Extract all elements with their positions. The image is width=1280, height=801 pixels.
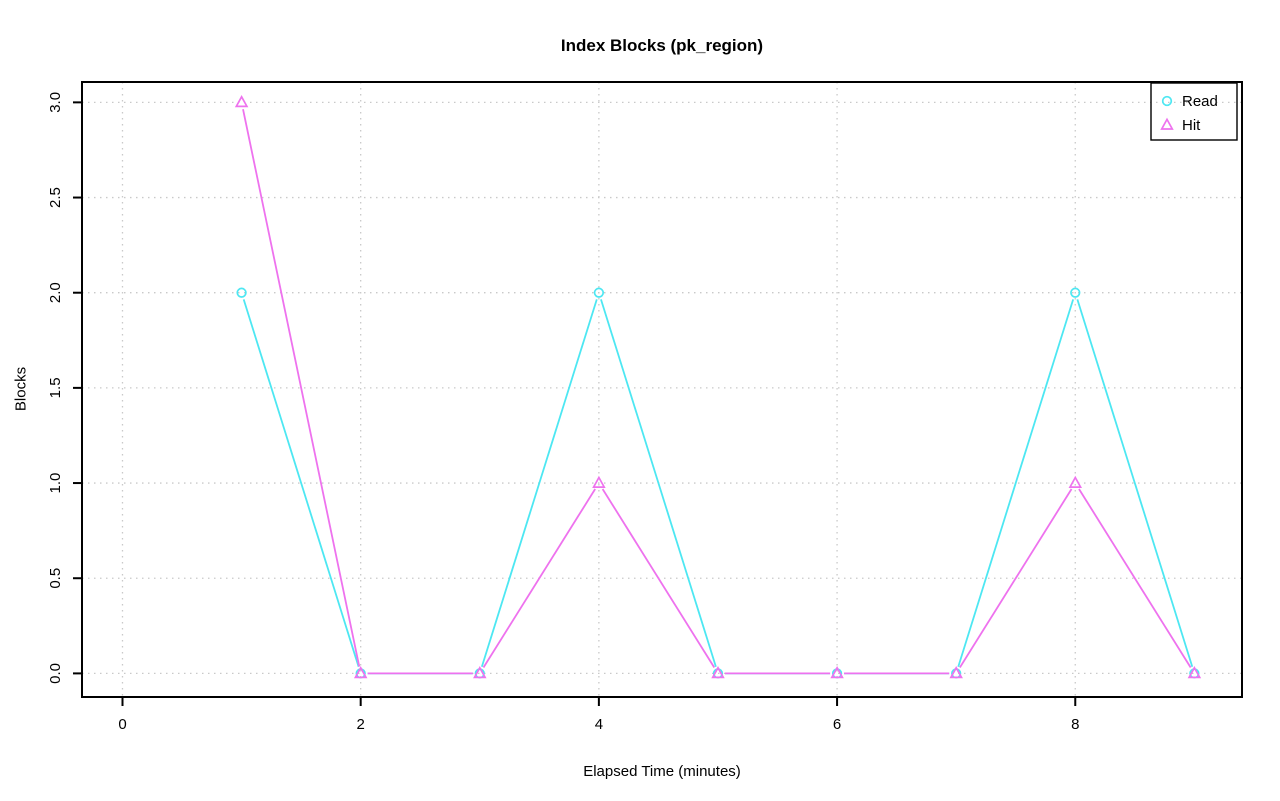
legend-marker-hit [1160,117,1174,130]
x-tick-label: 8 [1071,716,1079,733]
series-marker-hit [711,666,725,679]
series-marker-read [593,287,605,298]
series-segment-read [242,299,360,667]
series-segment-read [481,299,598,667]
chart-title: Index Blocks (pk_region) [560,36,764,55]
series-marker-hit [1068,475,1083,488]
series-segment-hit [959,488,1073,668]
series-marker-hit [353,666,368,679]
series-marker-read [1070,287,1081,298]
y-tick-label: 1.0 [47,473,64,494]
series-marker-hit [473,666,487,679]
x-tick-label: 6 [833,716,841,733]
series-marker-hit [949,666,963,679]
plot-border [81,81,1243,698]
x-tick-label: 2 [357,716,365,733]
y-tick-label: 1.5 [47,377,64,398]
x-axis-label: Elapsed Time (minutes) [583,763,741,780]
series-segment-hit [242,109,361,667]
series-marker-hit [830,666,844,679]
y-tick-label: 0.5 [47,568,64,589]
series-segment-hit [1078,488,1192,668]
y-tick-label: 2.5 [47,187,64,208]
series-segment-read [1076,299,1194,667]
series-marker-hit [234,95,249,108]
legend-label-hit: Hit [1182,117,1201,134]
series-segment-hit [601,488,716,668]
y-tick-label: 2.0 [47,282,64,303]
legend-label-read: Read [1182,93,1218,110]
series-marker-hit [1187,666,1202,679]
series-segment-hit [482,488,596,668]
x-tick-label: 4 [595,716,603,733]
series-segment-read [600,299,717,667]
y-tick-label: 0.0 [47,663,64,684]
series-marker-hit [592,475,606,488]
legend-marker-read [1161,95,1173,107]
legend-box [1150,82,1238,141]
series-marker-read [236,287,247,298]
y-tick-label: 3.0 [47,92,64,113]
x-tick-label: 0 [118,716,126,733]
series-segment-read [957,299,1075,667]
